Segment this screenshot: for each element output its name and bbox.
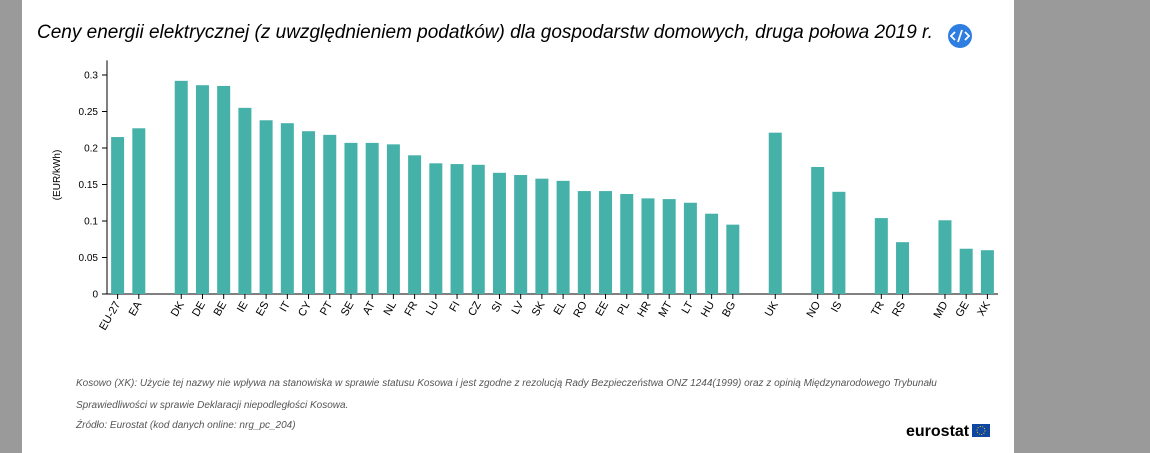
bar (556, 180, 570, 294)
bar (280, 123, 294, 295)
bar (514, 175, 528, 294)
y-tick-label: 0.25 (79, 107, 99, 118)
bar (365, 142, 379, 294)
bar (599, 191, 613, 294)
bar (641, 198, 655, 294)
y-tick-label: 0.2 (84, 144, 98, 155)
bar (259, 120, 273, 294)
bar (959, 248, 973, 294)
bar (111, 137, 125, 294)
eu-flag (972, 424, 990, 437)
bar (896, 242, 910, 294)
bar (726, 224, 740, 294)
bar (832, 191, 846, 294)
bar (195, 85, 209, 294)
embed-button[interactable] (948, 24, 972, 48)
chart-title: Ceny energii elektrycznej (z uwzględnien… (37, 22, 933, 43)
x-tick-label: IS (829, 300, 845, 315)
bar (386, 144, 400, 294)
note: Sprawiedliwości w sprawie Deklaracji nie… (76, 400, 348, 411)
bar (577, 191, 591, 294)
bar (683, 202, 697, 294)
logo-text: eurostat (906, 423, 970, 440)
bar (174, 80, 188, 294)
bar (662, 199, 676, 294)
x-tick-label: EL (552, 300, 569, 318)
bar (302, 131, 316, 294)
bar (980, 250, 994, 294)
bar (238, 107, 252, 294)
x-tick-label: IE (235, 300, 251, 315)
eu-stars (976, 426, 986, 435)
bar (450, 164, 464, 294)
bar (217, 85, 231, 294)
bar (471, 164, 485, 294)
bar (705, 213, 719, 294)
x-tick-label: SI (489, 300, 505, 315)
bar (768, 132, 782, 294)
y-tick-label: 0.15 (79, 180, 99, 191)
y-tick-label: 0.1 (84, 217, 98, 228)
bar (811, 166, 825, 294)
x-tick-label: LV (510, 299, 527, 317)
bar (429, 163, 443, 294)
note: Kosowo (XK): Użycie tej nazwy nie wpływa… (76, 378, 937, 389)
bar (938, 220, 952, 294)
bar (408, 155, 422, 294)
y-axis-label: (EUR/kWh) (52, 150, 63, 201)
y-tick-label: 0.05 (79, 253, 99, 264)
x-tick-label: PL (615, 300, 632, 318)
bar (492, 172, 506, 294)
bar (874, 218, 888, 294)
bar (344, 142, 358, 294)
bar (620, 193, 634, 294)
bar (132, 128, 146, 294)
bar (323, 134, 337, 294)
y-tick-label: 0.3 (84, 71, 98, 82)
note: Źródło: Eurostat (kod danych online: nrg… (75, 418, 296, 431)
x-tick-label: AT (361, 299, 378, 317)
embed-glyph[interactable] (949, 29, 971, 43)
x-tick-label: LT (680, 299, 697, 316)
bar (535, 178, 549, 294)
y-tick-label: 0 (92, 290, 98, 301)
